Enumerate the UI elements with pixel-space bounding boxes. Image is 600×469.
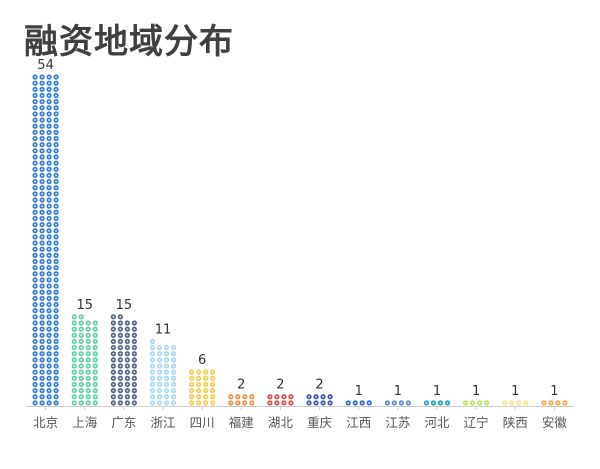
category-label-江西: 江西 [346,415,371,430]
bar-广东 [110,313,138,406]
value-label-辽宁: 1 [472,384,480,399]
value-label-湖北: 2 [276,378,284,393]
value-label-江西: 1 [355,384,363,399]
category-label-福建: 福建 [229,415,255,430]
category-label-湖北: 湖北 [268,415,294,430]
bar-陕西 [501,399,529,406]
value-label-河北: 1 [433,384,441,399]
value-label-江苏: 1 [394,384,402,399]
bar-北京 [32,74,60,406]
category-label-辽宁: 辽宁 [464,415,489,430]
category-label-重庆: 重庆 [307,415,333,430]
value-label-广东: 15 [116,298,133,313]
bar-重庆 [306,393,334,406]
value-label-陕西: 1 [511,384,519,399]
category-label-陕西: 陕西 [503,415,528,430]
category-label-四川: 四川 [190,415,215,430]
value-label-重庆: 2 [315,378,323,393]
bar-辽宁 [462,399,490,406]
category-label-河北: 河北 [424,415,450,430]
bar-福建 [227,393,255,406]
category-label-广东: 广东 [111,415,136,430]
bar-湖北 [266,393,294,406]
bar-安徽 [540,399,568,406]
value-label-福建: 2 [237,378,245,393]
category-label-北京: 北京 [33,415,58,430]
value-label-安徽: 1 [550,384,558,399]
chart-title: 融资地域分布 [24,22,234,62]
value-label-浙江: 11 [155,322,172,337]
bar-江苏 [384,399,412,406]
value-label-北京: 54 [37,58,54,73]
bar-四川 [188,369,216,406]
category-label-上海: 上海 [72,415,98,430]
value-label-四川: 6 [198,353,206,368]
value-label-上海: 15 [76,298,93,313]
bar-江西 [345,399,373,406]
bar-浙江 [149,338,177,406]
category-label-浙江: 浙江 [150,415,175,430]
category-label-安徽: 安徽 [542,415,568,430]
category-label-江苏: 江苏 [385,415,410,430]
bar-河北 [423,399,451,406]
bar-上海 [71,313,99,406]
